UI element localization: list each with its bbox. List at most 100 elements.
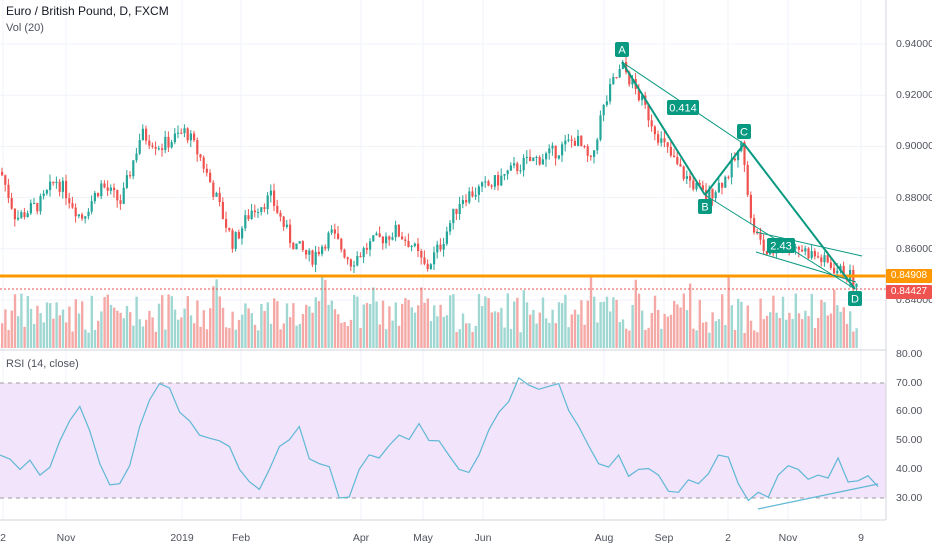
volume-bar [612, 297, 615, 348]
volume-bar [337, 314, 340, 348]
volume-bar [490, 312, 493, 348]
candle-body [484, 181, 487, 183]
candle-body [433, 252, 436, 265]
volume-bar [589, 277, 593, 348]
candle-body [682, 166, 685, 179]
candle-body [193, 133, 196, 141]
candle-body [327, 232, 330, 249]
candle-body [39, 196, 42, 212]
candle-body [826, 255, 829, 263]
volume-bar [730, 305, 733, 348]
rsi-tick: 30.00 [896, 492, 923, 504]
time-tick: 2 [725, 532, 731, 544]
candle-body [263, 207, 266, 210]
candle-body [429, 264, 432, 269]
candle-body [301, 241, 304, 250]
candle-body [55, 181, 58, 184]
time-tick: 9 [858, 532, 864, 544]
candle-body [90, 201, 93, 212]
volume-bar [577, 314, 580, 348]
candle-body [4, 175, 7, 185]
candle-body [330, 229, 333, 233]
volume-bar [321, 276, 324, 348]
price-tag-support: 0.84908 [886, 269, 932, 283]
volume-bar [113, 307, 116, 348]
volume-bar [241, 314, 244, 348]
volume-bar [311, 312, 314, 348]
volume-bar [52, 318, 55, 348]
candle-body [346, 257, 349, 260]
candle-body [829, 262, 832, 268]
volume-bar [785, 319, 788, 348]
volume-bar [413, 312, 417, 348]
candle-body [506, 170, 509, 175]
candle-body [372, 235, 375, 242]
candle-body [375, 233, 378, 236]
candle-body [212, 182, 215, 197]
volume-bar [461, 313, 465, 348]
volume-bar [391, 320, 394, 348]
candle-body [17, 217, 20, 220]
candle-body [292, 242, 295, 250]
candle-body [801, 249, 804, 252]
candle-body [493, 175, 496, 187]
candle-body [685, 176, 688, 179]
volume-bar [193, 323, 196, 348]
volume-bar [669, 314, 673, 348]
volume-bar [58, 315, 61, 348]
volume-bar [737, 298, 740, 348]
candle-body [676, 157, 679, 165]
candle-body [628, 72, 631, 85]
volume-bar [708, 332, 711, 348]
candle-body [759, 232, 762, 240]
candle-body [516, 163, 519, 172]
candle-body [154, 146, 157, 149]
candle-body [10, 198, 13, 209]
volume-bar [833, 289, 836, 348]
volume-bar [397, 325, 401, 348]
candle-body [564, 140, 567, 145]
abcd-pattern[interactable]: A B C D 0.414 2.43 [615, 42, 863, 306]
volume-bar [679, 307, 682, 348]
rsi-tick: 60.00 [896, 405, 923, 417]
candle-body [417, 243, 420, 251]
volume-bar [644, 329, 647, 348]
candle-body [490, 185, 493, 187]
volume-bar [346, 325, 349, 348]
candle-body [657, 134, 660, 143]
candle-body [71, 203, 74, 208]
candle-body [77, 214, 80, 217]
volume-bar [317, 301, 321, 348]
rsi-divergence-line[interactable] [757, 483, 879, 510]
candle-body [141, 128, 144, 141]
volume-bar [237, 319, 241, 348]
pattern-point-label: D [851, 294, 859, 306]
volume-bar [781, 296, 785, 348]
candle-body [609, 84, 612, 102]
volume-bar [36, 305, 39, 348]
candle-body [621, 62, 624, 70]
candle-body [266, 195, 269, 210]
volume-bar [705, 321, 708, 348]
candle-body [692, 180, 695, 190]
candle-body [257, 212, 260, 214]
candle-body [500, 175, 503, 186]
candle-body [29, 203, 32, 214]
volume-bar [769, 312, 772, 348]
volume-bar [199, 326, 202, 348]
volume-bar [541, 297, 545, 348]
volume-bar [625, 328, 628, 348]
candle-body [641, 95, 644, 101]
volume-bar [516, 297, 519, 348]
volume-bar [212, 286, 215, 348]
volume-bar [845, 323, 849, 348]
volume-bar [55, 302, 58, 348]
pattern-point-box [615, 42, 629, 57]
candle-body [196, 140, 199, 155]
candle-body [410, 245, 413, 247]
volume-bar [593, 296, 596, 348]
candle-body [404, 239, 407, 241]
volume-bar [71, 331, 74, 348]
candle-body [311, 250, 314, 265]
